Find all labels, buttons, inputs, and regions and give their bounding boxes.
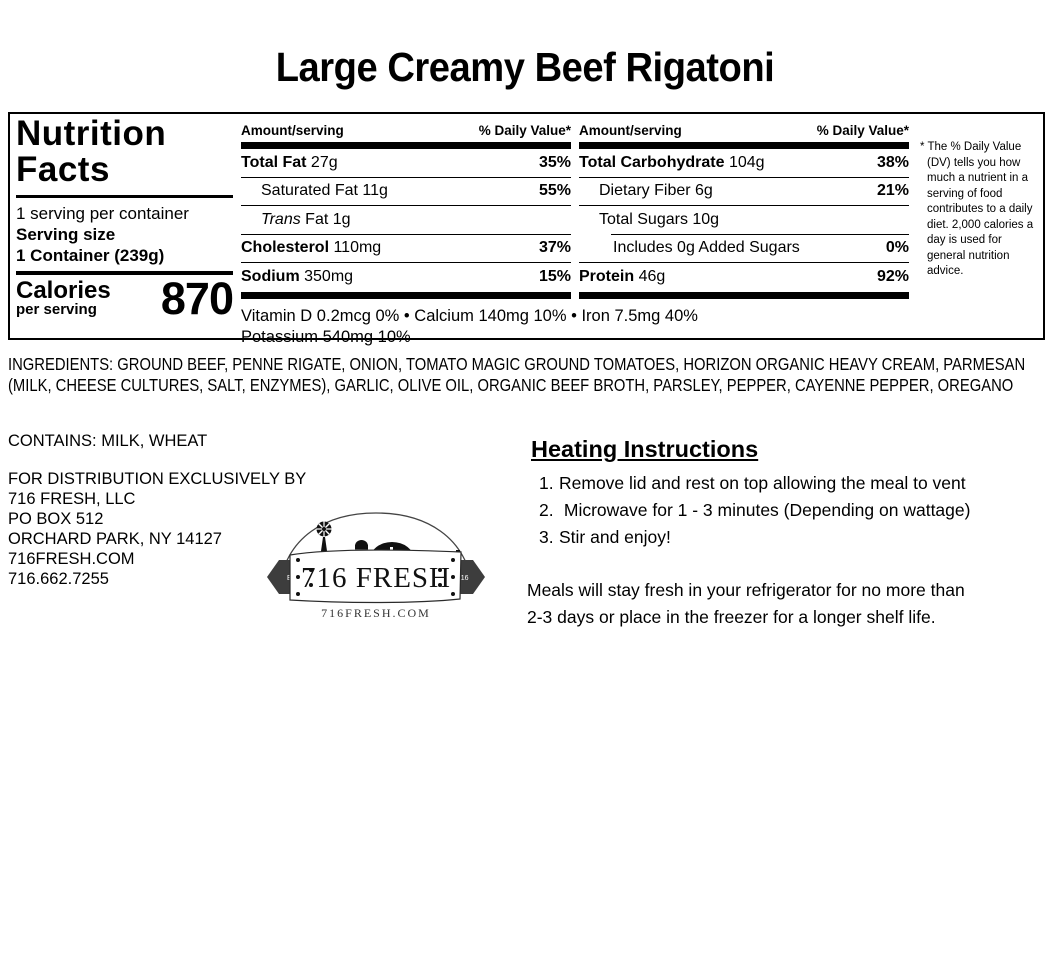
thick-divider <box>241 142 571 149</box>
amount-per-serving-header: Amount/serving <box>241 123 344 138</box>
ingredients-statement: INGREDIENTS: GROUND BEEF, PENNE RIGATE, … <box>8 354 1026 395</box>
heating-step-number: 2. <box>539 499 554 520</box>
nutrient-row: Saturated Fat 11g 55% <box>241 178 571 206</box>
716-fresh-logo: EST. 2016 716 FRESH 716FRESH.COM <box>263 498 489 622</box>
heating-steps-list: 1. Remove lid and rest on top allowing th… <box>539 470 977 550</box>
nutrient-daily-value: 37% <box>538 239 571 257</box>
distributor-line: ORCHARD PARK, NY 14127 <box>8 530 222 548</box>
calories-label: Calories <box>16 277 111 305</box>
nutrient-label: Total Carbohydrate 104g <box>579 153 765 171</box>
heating-step: 3. Stir and enjoy! <box>539 524 977 551</box>
daily-value-header: % Daily Value* <box>816 123 909 138</box>
distributor-info: FOR DISTRIBUTION EXCLUSIVELY BY 716 FRESH… <box>8 469 306 589</box>
nutrient-row: Protein 46g 92% <box>579 263 909 292</box>
nutrition-facts-summary: Nutrition Facts 1 serving per container … <box>10 114 241 338</box>
nutrient-label: Total Fat 27g <box>241 153 338 171</box>
nutrient-daily-value: 15% <box>538 268 571 286</box>
nutrient-daily-value: 35% <box>538 153 571 171</box>
page-title: Large Creamy Beef Rigatoni <box>275 44 775 90</box>
nutrient-daily-value: 92% <box>876 268 909 286</box>
nutrient-label: Total Sugars 10g <box>599 211 720 229</box>
nutrient-label: Includes 0g Added Sugars <box>613 239 800 257</box>
heating-step-text: Microwave for 1 - 3 minutes (Depending o… <box>559 499 971 520</box>
distributor-line: 716.662.7255 <box>8 570 109 588</box>
nutrient-daily-value: 55% <box>538 182 571 200</box>
nutrient-label: Sodium 350mg <box>241 268 354 286</box>
thick-divider <box>579 291 909 299</box>
column-header: Amount/serving % Daily Value* <box>579 116 909 142</box>
divider <box>16 271 233 276</box>
nutrition-facts-heading-line1: Nutrition <box>16 114 167 153</box>
nutrient-column-right: Amount/serving % Daily Value* Total Carb… <box>579 116 909 299</box>
distributor-line: PO BOX 512 <box>8 510 104 528</box>
calories-value: 870 <box>160 273 234 325</box>
nutrient-row: Includes 0g Added Sugars 0% <box>579 233 909 263</box>
calories-sublabel: per serving <box>16 301 97 319</box>
divider <box>16 195 233 199</box>
nutrition-facts-columns: Amount/serving % Daily Value* Total Fat … <box>241 114 909 346</box>
serving-size-value: 1 Container (239g) <box>16 246 165 266</box>
micronutrients-line2: Potassium 540mg 10% <box>241 327 411 346</box>
nutrient-row: Total Fat 27g 35% <box>241 149 571 178</box>
heating-step: 2. Microwave for 1 - 3 minutes (Dependin… <box>539 497 977 524</box>
heating-instructions-section: Heating Instructions 1. Remove lid and re… <box>527 436 977 631</box>
nutrient-label: Protein 46g <box>579 268 666 286</box>
nutrition-facts-heading-line2: Facts <box>16 149 110 189</box>
logo-brand-text: 716 FRESH <box>301 562 451 594</box>
calories-label-block: Calories per serving <box>16 277 111 319</box>
nutrient-label: Saturated Fat 11g <box>261 182 388 200</box>
heating-step: 1. Remove lid and rest on top allowing th… <box>539 470 977 497</box>
nutrient-label: Dietary Fiber 6g <box>599 182 713 200</box>
logo-website-text: 716FRESH.COM <box>321 606 431 620</box>
nutrition-facts-panel: Nutrition Facts 1 serving per container … <box>8 112 1045 346</box>
nutrient-row: Total Carbohydrate 104g 38% <box>579 149 909 178</box>
column-header: Amount/serving % Daily Value* <box>241 116 571 142</box>
nutrient-column-left: Amount/serving % Daily Value* Total Fat … <box>241 116 571 299</box>
micronutrients-line1: Vitamin D 0.2mcg 0% • Calcium 140mg 10% … <box>241 306 698 325</box>
thick-divider <box>241 291 571 299</box>
logo-dots <box>296 558 455 596</box>
nutrient-daily-value: 38% <box>876 153 909 171</box>
micronutrients: Vitamin D 0.2mcg 0% • Calcium 140mg 10% … <box>241 306 909 348</box>
nutrient-daily-value: 0% <box>885 239 909 257</box>
nutrient-row: Cholesterol 110mg 37% <box>241 235 571 263</box>
distributor-line: FOR DISTRIBUTION EXCLUSIVELY BY <box>8 470 307 488</box>
heating-step-text: Remove lid and rest on top allowing the … <box>559 473 966 493</box>
storage-note: Meals will stay fresh in your refrigerat… <box>527 580 965 628</box>
serving-size-label: Serving size <box>16 225 116 245</box>
allergen-statement: CONTAINS: MILK, WHEAT <box>8 432 208 450</box>
heating-step-number: 3. <box>539 526 554 547</box>
nutrition-facts-heading: Nutrition Facts <box>16 116 233 187</box>
daily-value-header: % Daily Value* <box>478 123 571 138</box>
heating-step-text: Stir and enjoy! <box>559 526 671 547</box>
nutrient-row: Trans Fat 1g <box>241 206 571 235</box>
nutrient-rows: Total Carbohydrate 104g 38% Dietary Fiber … <box>579 149 909 292</box>
calories-row: Calories per serving 870 <box>16 273 234 325</box>
daily-value-footnote: * The % Daily Value (DV) tells you how m… <box>920 141 1034 277</box>
amount-per-serving-header: Amount/serving <box>579 123 682 138</box>
nutrient-rows: Total Fat 27g 35% Saturated Fat 11g 55% Tran… <box>241 149 571 292</box>
nutrient-label: Cholesterol 110mg <box>241 239 382 257</box>
servings-per-container: 1 serving per container <box>16 204 189 224</box>
distributor-line: 716 FRESH, LLC <box>8 490 136 508</box>
heating-instructions-heading: Heating Instructions <box>531 436 759 462</box>
distributor-line: 716FRESH.COM <box>8 550 135 568</box>
nutrient-row: Total Sugars 10g <box>579 206 909 235</box>
thick-divider <box>579 142 909 149</box>
nutrient-daily-value: 21% <box>876 182 909 200</box>
nutrient-row: Sodium 350mg 15% <box>241 263 571 292</box>
logo-band <box>289 549 462 604</box>
nutrient-label: Trans Fat 1g <box>261 210 351 228</box>
nutrient-row: Dietary Fiber 6g 21% <box>579 178 909 206</box>
heating-step-number: 1. <box>539 473 554 493</box>
